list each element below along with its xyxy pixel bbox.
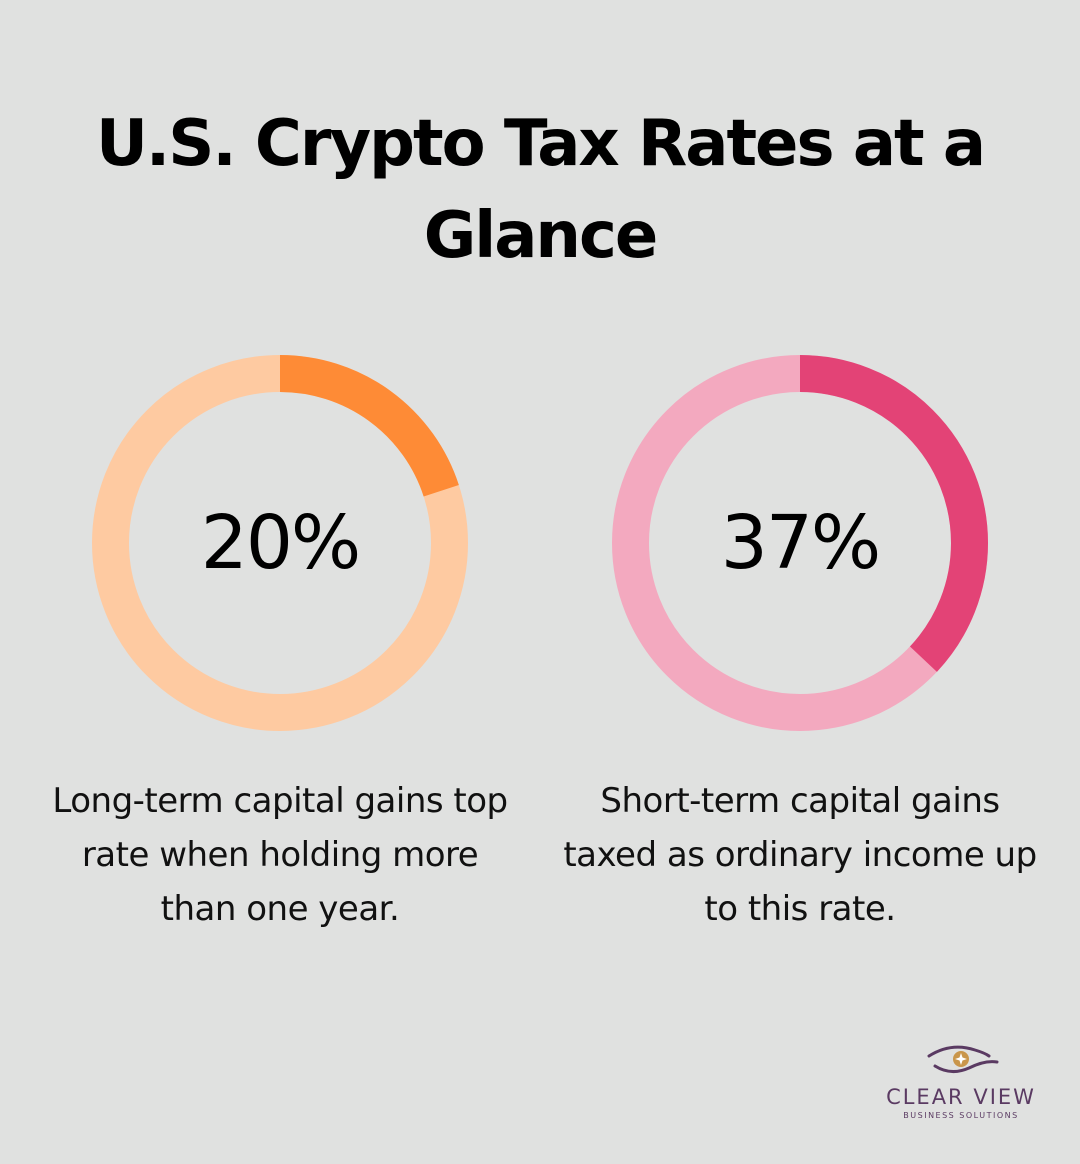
percentage-value: 37% [720,500,881,586]
donut-ring [612,355,988,731]
company-logo: CLEAR VIEW BUSINESS SOLUTIONS [866,1042,1056,1120]
eye-logo-icon [927,1045,999,1073]
donut-ring [92,355,468,731]
percentage-value: 20% [200,500,361,586]
logo-tagline: BUSINESS SOLUTIONS [903,1111,1019,1120]
page-title: U.S. Crypto Tax Rates at a Glance [95,107,986,273]
donut-chart-short-term: 37% [612,355,988,731]
description-short-term: Short-term capital gains taxed as ordina… [563,781,1037,929]
description-long-term: Long-term capital gains top rate when ho… [52,781,508,929]
logo-name: CLEAR VIEW [886,1085,1036,1109]
donut-chart-long-term: 20% [92,355,468,731]
